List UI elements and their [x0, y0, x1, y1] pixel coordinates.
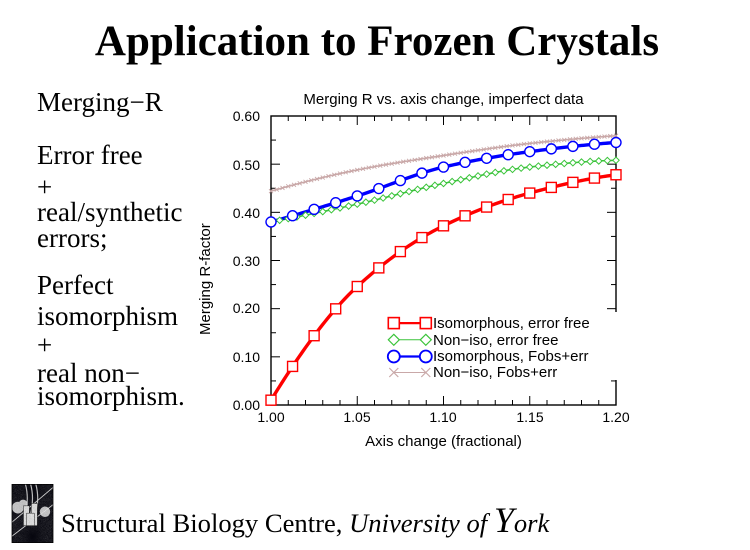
svg-text:Isomorphous, Fobs+err: Isomorphous, Fobs+err [433, 348, 589, 365]
svg-text:Non−iso, error free: Non−iso, error free [433, 332, 558, 349]
svg-text:Non−iso, Fobs+err: Non−iso, Fobs+err [433, 364, 557, 381]
svg-text:Isomorphous, error free: Isomorphous, error free [433, 315, 590, 332]
